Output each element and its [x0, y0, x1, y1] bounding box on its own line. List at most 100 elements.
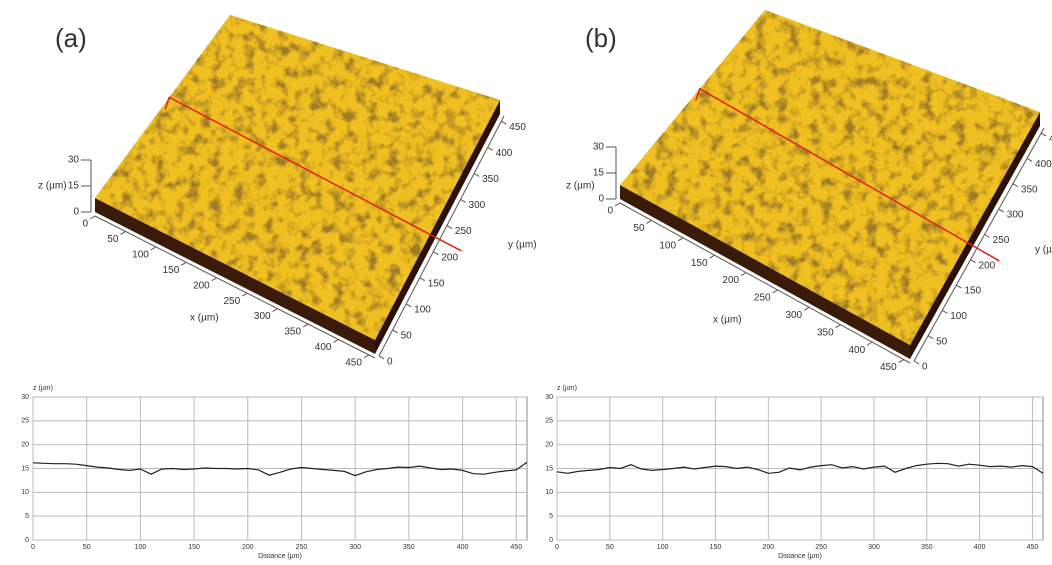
- y-tick: [998, 208, 1005, 213]
- y-tick: [1040, 132, 1047, 137]
- x-tick-label: 350: [403, 544, 415, 551]
- x-tick-label: 450: [1027, 544, 1039, 551]
- panel-label: (b): [585, 23, 617, 53]
- x-tick: [898, 359, 904, 363]
- x-tick: [211, 277, 217, 282]
- x-tick-label: 400: [848, 345, 865, 356]
- x-tick-label: 150: [710, 544, 722, 551]
- z-tick-label: 15: [593, 168, 605, 179]
- x-tick-label: 150: [691, 258, 708, 269]
- x-tick: [772, 289, 778, 294]
- y-tick: [913, 360, 920, 365]
- y-tick: [446, 225, 453, 229]
- y-tick-label: 450: [1049, 134, 1052, 145]
- y-tick: [405, 303, 412, 308]
- x-tick: [241, 292, 248, 297]
- y-tick-label: 0: [387, 357, 393, 368]
- x-tick-label: 350: [817, 327, 834, 338]
- y-axis: [913, 127, 1045, 362]
- profile-line: [695, 87, 1000, 262]
- block-side: [910, 112, 1040, 359]
- z-axis-label: z (µm): [566, 181, 595, 192]
- x-tick-label: 350: [284, 327, 301, 338]
- x-axis-label: x (µm): [190, 313, 219, 324]
- x-tick: [302, 323, 309, 328]
- x-axis-label: x (µm): [713, 315, 742, 326]
- y-tick-label: 450: [509, 122, 526, 133]
- y-tick-label: 5: [25, 513, 29, 520]
- y-tick: [392, 329, 398, 334]
- x-tick: [150, 246, 157, 251]
- x-tick: [120, 231, 126, 235]
- x-tick-label: 300: [785, 310, 802, 321]
- profile: [556, 462, 1044, 474]
- y-tick-label: 15: [21, 465, 29, 472]
- z-tick-label: 0: [598, 194, 604, 205]
- y-tick-label: 300: [1007, 210, 1024, 221]
- x-tick: [835, 324, 841, 329]
- y-tick: [487, 146, 493, 151]
- x-tick-label: 200: [193, 280, 210, 291]
- y-tick-label: 150: [428, 278, 445, 289]
- y-tick-label: 0: [922, 362, 928, 373]
- y-tick: [473, 172, 480, 177]
- x-tick-label: 50: [83, 544, 91, 551]
- y-tick: [378, 355, 385, 360]
- x-tick: [272, 308, 278, 313]
- y-tick-label: 150: [964, 286, 981, 297]
- x-tick-label: 250: [754, 293, 771, 304]
- x-tick: [740, 272, 747, 276]
- y-tick-label: 100: [414, 304, 431, 315]
- y-tick-label: 250: [993, 235, 1010, 246]
- y-tick: [970, 259, 976, 264]
- x-tick: [614, 202, 621, 207]
- y-tick-label: 0: [549, 537, 553, 544]
- y-tick-label: 300: [469, 200, 486, 211]
- x-tick-label: 150: [163, 265, 180, 276]
- x-tick-label: 400: [457, 544, 469, 551]
- x-tick-label: 0: [82, 219, 88, 230]
- x-tick-label: 450: [345, 358, 362, 369]
- x-tick-label: 0: [607, 206, 613, 217]
- y-tick: [942, 309, 948, 314]
- x-tick-label: 50: [606, 544, 614, 551]
- y-tick-label: 200: [979, 260, 996, 271]
- y-tick-label: 250: [455, 226, 472, 237]
- x-tick: [181, 261, 187, 266]
- y-axis-label: y (µm): [1035, 245, 1052, 256]
- x-tick-label: 0: [555, 544, 559, 551]
- z-tick-label: 30: [593, 142, 605, 153]
- y-tick: [460, 199, 466, 203]
- x-tick-label: 100: [659, 240, 676, 251]
- x-axis: [619, 202, 911, 364]
- panel-label: (a): [55, 23, 87, 53]
- x-axis-label: Distance (µm): [778, 553, 822, 560]
- x-tick: [89, 215, 96, 220]
- x-tick-label: 400: [315, 342, 332, 353]
- y-axis-label: y (µm): [508, 240, 537, 251]
- x-tick-label: 200: [242, 544, 254, 551]
- x-tick-label: 400: [974, 544, 986, 551]
- x-tick: [803, 306, 810, 311]
- x-tick-label: 200: [762, 544, 774, 551]
- y-tick: [501, 120, 507, 125]
- x-tick-label: 450: [510, 544, 522, 551]
- z-tick-label: 15: [68, 181, 80, 192]
- x-tick-label: 350: [921, 544, 933, 551]
- x-axis: [94, 215, 376, 359]
- x-tick-label: 100: [657, 544, 669, 551]
- x-tick-label: 50: [633, 223, 645, 234]
- surface: [620, 10, 1040, 345]
- x-axis-label: Distance (µm): [258, 553, 302, 560]
- x-tick: [709, 254, 715, 259]
- x-tick-label: 50: [107, 234, 119, 245]
- x-tick: [646, 219, 652, 224]
- y-tick-label: 200: [441, 252, 458, 263]
- z-tick-label: 30: [68, 155, 80, 166]
- x-tick-label: 300: [868, 544, 880, 551]
- y-tick-label: 10: [545, 489, 553, 496]
- y-tick-label: 0: [25, 537, 29, 544]
- surface: [95, 15, 500, 340]
